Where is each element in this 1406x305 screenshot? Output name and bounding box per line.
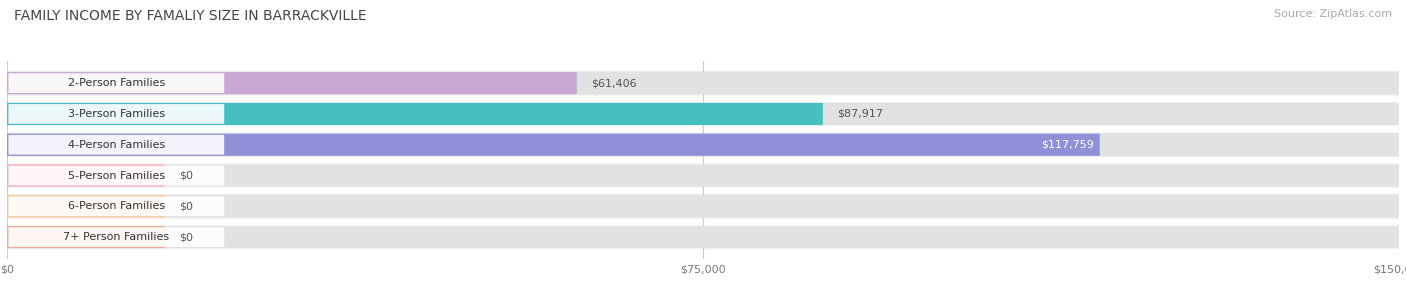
FancyBboxPatch shape [7, 103, 823, 125]
FancyBboxPatch shape [7, 195, 165, 217]
Text: $0: $0 [179, 232, 193, 242]
FancyBboxPatch shape [7, 225, 1399, 249]
Text: 4-Person Families: 4-Person Families [67, 140, 165, 150]
Text: $0: $0 [179, 201, 193, 211]
FancyBboxPatch shape [7, 72, 1399, 94]
FancyBboxPatch shape [8, 73, 224, 93]
FancyBboxPatch shape [7, 134, 1099, 156]
FancyBboxPatch shape [7, 226, 1399, 248]
Text: $61,406: $61,406 [591, 78, 637, 88]
FancyBboxPatch shape [7, 163, 1399, 188]
FancyBboxPatch shape [7, 194, 1399, 219]
Text: 6-Person Families: 6-Person Families [67, 201, 165, 211]
Text: Source: ZipAtlas.com: Source: ZipAtlas.com [1274, 9, 1392, 19]
Text: $87,917: $87,917 [837, 109, 883, 119]
FancyBboxPatch shape [8, 104, 224, 124]
FancyBboxPatch shape [7, 71, 1399, 95]
FancyBboxPatch shape [7, 195, 1399, 217]
FancyBboxPatch shape [7, 132, 1399, 157]
Text: $117,759: $117,759 [1042, 140, 1094, 150]
Text: 2-Person Families: 2-Person Families [67, 78, 165, 88]
FancyBboxPatch shape [8, 135, 224, 155]
FancyBboxPatch shape [7, 103, 1399, 125]
FancyBboxPatch shape [8, 227, 224, 247]
Text: $0: $0 [179, 170, 193, 181]
FancyBboxPatch shape [8, 166, 224, 185]
Text: 7+ Person Families: 7+ Person Families [63, 232, 169, 242]
FancyBboxPatch shape [7, 164, 165, 187]
FancyBboxPatch shape [7, 164, 1399, 187]
FancyBboxPatch shape [7, 102, 1399, 126]
FancyBboxPatch shape [7, 134, 1399, 156]
Text: 5-Person Families: 5-Person Families [67, 170, 165, 181]
Text: FAMILY INCOME BY FAMALIY SIZE IN BARRACKVILLE: FAMILY INCOME BY FAMALIY SIZE IN BARRACK… [14, 9, 367, 23]
FancyBboxPatch shape [8, 196, 224, 216]
FancyBboxPatch shape [7, 72, 576, 94]
FancyBboxPatch shape [7, 226, 165, 248]
Text: 3-Person Families: 3-Person Families [67, 109, 165, 119]
